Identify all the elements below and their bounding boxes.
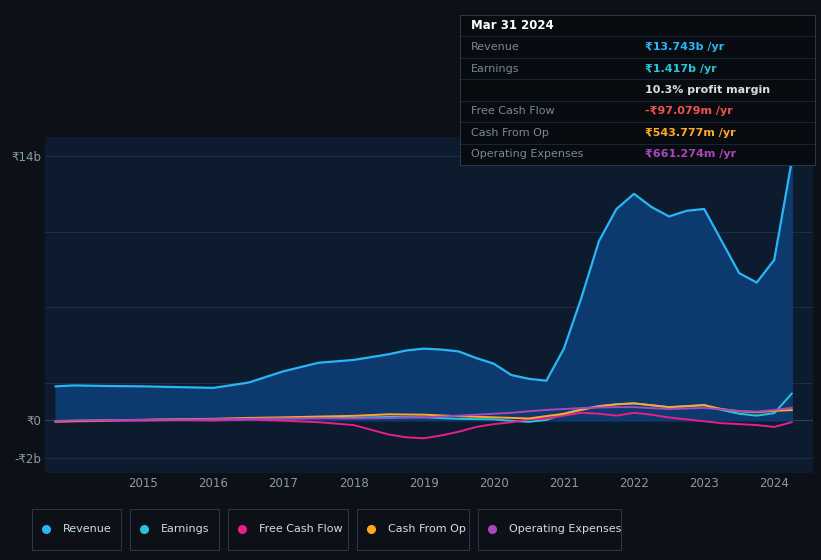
FancyBboxPatch shape <box>228 509 348 550</box>
Text: Earnings: Earnings <box>470 64 519 73</box>
Text: Revenue: Revenue <box>470 42 520 52</box>
Text: -₹97.079m /yr: -₹97.079m /yr <box>644 106 732 116</box>
Text: ₹13.743b /yr: ₹13.743b /yr <box>644 42 724 52</box>
Text: ₹1.417b /yr: ₹1.417b /yr <box>644 64 717 73</box>
FancyBboxPatch shape <box>32 509 122 550</box>
Text: ₹661.274m /yr: ₹661.274m /yr <box>644 150 736 159</box>
Text: ₹543.777m /yr: ₹543.777m /yr <box>644 128 736 138</box>
Text: Earnings: Earnings <box>161 524 209 534</box>
Text: Free Cash Flow: Free Cash Flow <box>259 524 343 534</box>
Text: Free Cash Flow: Free Cash Flow <box>470 106 554 116</box>
Text: Operating Expenses: Operating Expenses <box>470 150 583 159</box>
Text: Cash From Op: Cash From Op <box>388 524 466 534</box>
FancyBboxPatch shape <box>357 509 469 550</box>
FancyBboxPatch shape <box>131 509 219 550</box>
Text: 10.3% profit margin: 10.3% profit margin <box>644 85 770 95</box>
Text: Mar 31 2024: Mar 31 2024 <box>470 19 553 32</box>
Text: Cash From Op: Cash From Op <box>470 128 548 138</box>
FancyBboxPatch shape <box>479 509 621 550</box>
Text: Operating Expenses: Operating Expenses <box>509 524 621 534</box>
Text: Revenue: Revenue <box>63 524 112 534</box>
